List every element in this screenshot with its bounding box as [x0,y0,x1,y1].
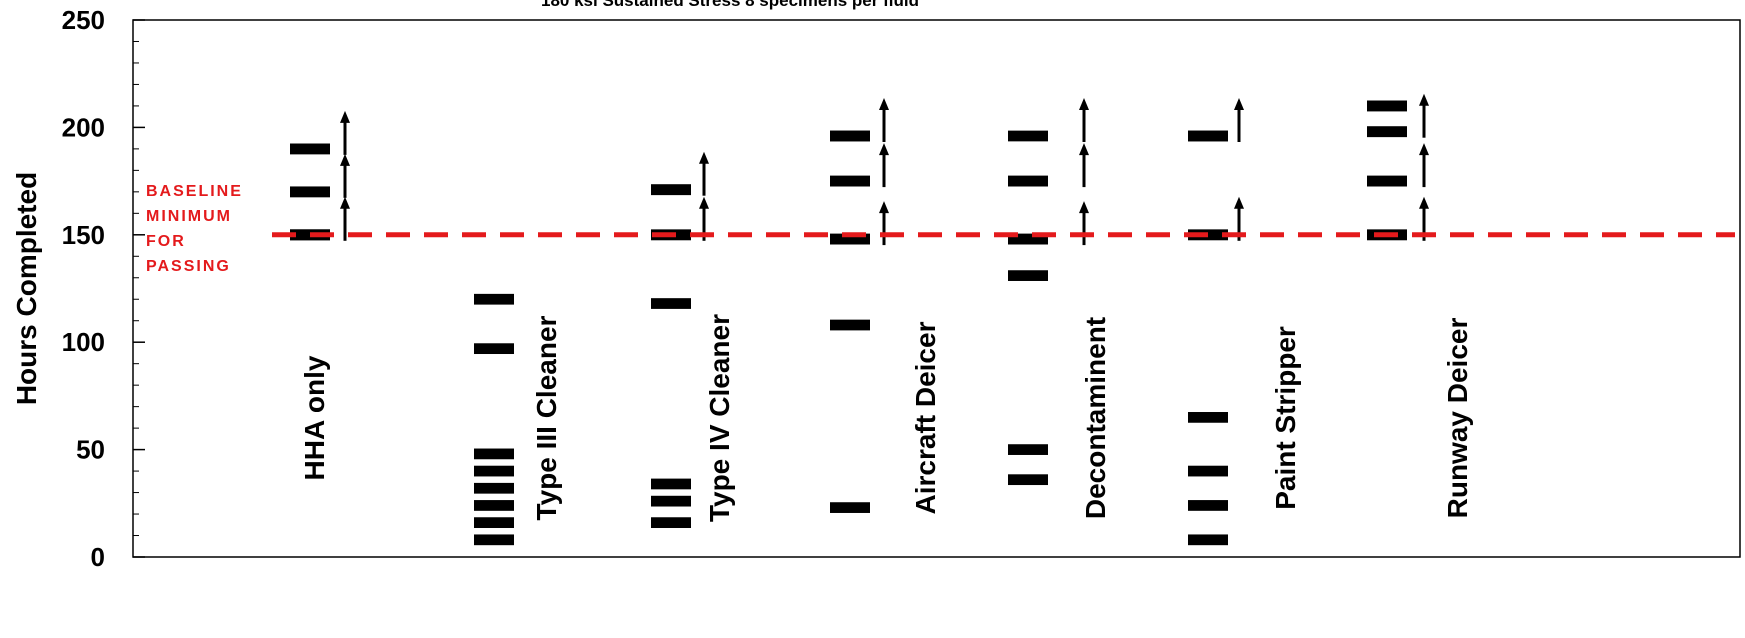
runout-arrowhead [1234,196,1244,209]
plot-frame [132,19,1741,558]
data-point [651,478,691,490]
data-point [830,233,870,245]
data-point [1367,175,1407,187]
runout-arrowhead [879,201,889,214]
category-label: Runway Deicer [1442,318,1473,519]
category-label: Type IV Cleaner [704,314,735,522]
runout-arrowhead [1234,97,1244,110]
baseline-label-line: BASELINE [146,183,243,200]
data-point [830,175,870,187]
data-point [1367,100,1407,112]
data-point [1008,474,1048,486]
data-point [651,184,691,196]
y-tick-label: 100 [62,327,105,357]
data-point [1008,130,1048,142]
data-point [474,465,514,477]
data-point [1367,126,1407,138]
category-label: Aircraft Deicer [910,321,941,514]
runout-arrowhead [1079,143,1089,156]
data-point [474,482,514,494]
data-point [830,502,870,513]
data-point [1008,444,1048,455]
runout-arrowhead [1419,196,1429,209]
chart-title: 180 ksi Sustained Stress 8 specimens per… [541,0,919,10]
data-point [1008,270,1048,281]
runout-arrowhead [340,110,350,123]
data-point [474,517,514,529]
baseline-label-line: PASSING [146,258,231,275]
runout-arrowhead [1419,143,1429,156]
y-tick-label: 250 [62,5,105,35]
runout-arrowhead [1079,201,1089,214]
data-point [1008,175,1048,187]
data-point [1008,233,1048,245]
runout-arrowhead [1419,93,1429,106]
y-tick-label: 0 [91,542,105,572]
runout-arrowhead [879,97,889,110]
category-label: Decontaminent [1080,317,1111,519]
runout-arrowhead [1079,97,1089,110]
data-point [474,343,514,355]
data-point [290,143,330,155]
runout-arrowhead [699,196,709,209]
data-point [1188,534,1228,546]
data-point [474,534,514,546]
runout-arrowhead [879,143,889,156]
category-label: Type III Cleaner [531,315,562,520]
runout-arrowhead [340,196,350,209]
category-label: Paint Stripper [1270,326,1301,510]
data-point [1188,130,1228,142]
data-point [1188,500,1228,511]
data-point [474,500,514,511]
data-point [651,517,691,529]
baseline-label-line: MINIMUM [146,208,232,225]
y-tick-label: 200 [62,112,105,142]
y-tick-label: 50 [76,435,105,465]
data-point [651,495,691,507]
category-label: HHA only [299,355,330,480]
data-point [830,130,870,142]
data-point [1188,412,1228,423]
y-tick-label: 150 [62,220,105,250]
data-point [474,448,514,460]
data-point [1188,465,1228,477]
data-point [651,298,691,309]
baseline-label-line: FOR [146,233,186,250]
y-axis-label: Hours Completed [11,172,42,405]
data-point [830,319,870,331]
data-point [474,293,514,305]
data-point [290,186,330,198]
runout-arrowhead [699,151,709,164]
runout-arrowhead [340,153,350,166]
